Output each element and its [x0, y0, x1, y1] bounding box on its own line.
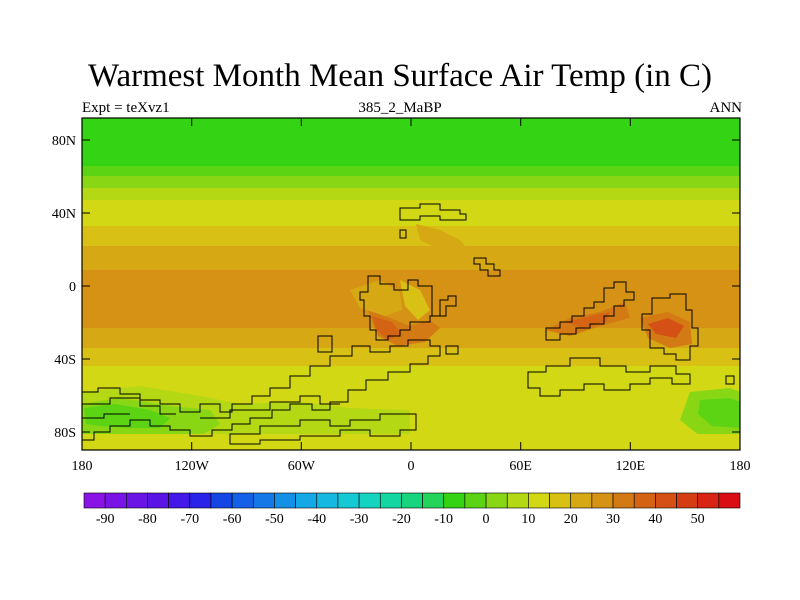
colorbar-swatch	[274, 492, 296, 509]
lon-tick-label: 60W	[288, 459, 316, 474]
colorbar-swatch	[168, 492, 191, 509]
colorbar-swatch	[655, 492, 677, 509]
colorbar-swatch	[83, 492, 106, 509]
colorbar-swatch	[676, 492, 698, 509]
colorbar-label: 30	[606, 512, 620, 527]
colorbar-label: -20	[392, 512, 411, 527]
colorbar-swatch	[337, 492, 360, 509]
colorbar-swatch	[485, 492, 508, 509]
lon-tick-label: 60E	[509, 459, 532, 474]
lat-tick-label: 80N	[52, 134, 76, 149]
colorbar-swatch	[358, 492, 381, 509]
lon-tick-label: 120E	[616, 459, 646, 474]
lon-tick-label: 120W	[175, 459, 210, 474]
colorbar-label: -50	[265, 512, 284, 527]
colorbar-label: -80	[138, 512, 157, 527]
lat-tick-label: 0	[69, 280, 76, 295]
map-title: Warmest Month Mean Surface Air Temp (in …	[87, 58, 713, 94]
colorbar-swatch	[189, 492, 212, 509]
colorbar-label: -30	[350, 512, 369, 527]
temperature-field	[82, 118, 740, 450]
colorbar	[83, 492, 741, 509]
continent-outlines	[82, 203, 735, 445]
colorbar-label: -40	[307, 512, 326, 527]
lat-tick-label: 40N	[52, 207, 76, 222]
colorbar-swatch	[147, 492, 169, 509]
lat-tick-label: 40S	[54, 353, 76, 368]
colorbar-label: 50	[691, 512, 705, 527]
lat-tick-labels: 80N 40N 0 40S 80S	[52, 134, 76, 441]
colorbar-swatch	[443, 492, 466, 509]
colorbar-label: -10	[434, 512, 453, 527]
colorbar-label: 40	[648, 512, 662, 527]
colorbar-swatch	[633, 492, 656, 509]
colorbar-swatch	[401, 492, 423, 509]
colorbar-swatch	[252, 492, 275, 509]
colorbar-labels: -90 -80 -70 -60 -50 -40 -30 -20 -10 0 10 20 30 40 50	[96, 512, 705, 527]
lon-tick-label: 0	[408, 459, 415, 474]
colorbar-swatch	[506, 492, 529, 509]
lat-tick-label: 80S	[54, 426, 76, 441]
colorbar-label: 20	[564, 512, 578, 527]
colorbar-swatch	[422, 492, 445, 509]
colorbar-label: -90	[96, 512, 115, 527]
colorbar-swatch	[231, 492, 254, 509]
colorbar-swatch	[591, 492, 614, 509]
colorbar-swatch	[549, 492, 572, 509]
colorbar-swatch	[718, 492, 741, 509]
colorbar-swatch	[528, 492, 550, 509]
colorbar-label: -70	[180, 512, 199, 527]
lon-tick-label: 180	[730, 459, 751, 474]
colorbar-swatch	[612, 492, 635, 509]
colorbar-label: 10	[521, 512, 535, 527]
lat-tick-marks	[82, 139, 740, 433]
colorbar-swatch	[464, 492, 487, 509]
colorbar-swatch	[210, 492, 233, 509]
colorbar-label: -60	[223, 512, 242, 527]
period-label: 385_2_MaBP	[358, 100, 442, 116]
colorbar-swatch	[104, 492, 127, 509]
lon-tick-labels: 180 120W 60W 0 60E 120E 180	[72, 459, 751, 474]
experiment-label: Expt = teXvz1	[82, 100, 170, 116]
colorbar-swatch	[570, 492, 593, 509]
lon-tick-marks	[81, 118, 741, 450]
colorbar-swatch	[697, 492, 720, 509]
lon-tick-label: 180	[72, 459, 93, 474]
colorbar-swatch	[316, 492, 339, 509]
colorbar-swatch	[295, 492, 318, 509]
colorbar-swatch	[379, 492, 402, 509]
colorbar-swatch	[126, 492, 148, 509]
colorbar-label: 0	[483, 512, 490, 527]
season-label: ANN	[709, 100, 743, 116]
